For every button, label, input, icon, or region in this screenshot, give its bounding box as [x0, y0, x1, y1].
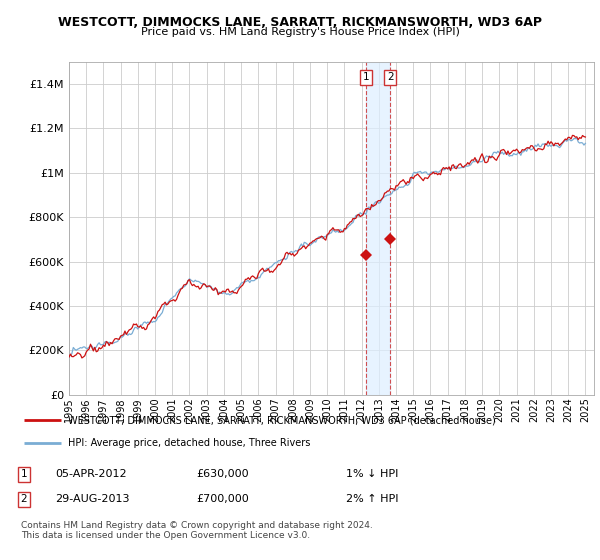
Text: £700,000: £700,000 [196, 494, 249, 504]
Text: WESTCOTT, DIMMOCKS LANE, SARRATT, RICKMANSWORTH, WD3 6AP: WESTCOTT, DIMMOCKS LANE, SARRATT, RICKMA… [58, 16, 542, 29]
Text: 1% ↓ HPI: 1% ↓ HPI [346, 469, 398, 479]
Text: Price paid vs. HM Land Registry's House Price Index (HPI): Price paid vs. HM Land Registry's House … [140, 27, 460, 37]
Text: 1: 1 [20, 469, 27, 479]
Text: HPI: Average price, detached house, Three Rivers: HPI: Average price, detached house, Thre… [68, 438, 311, 448]
Text: Contains HM Land Registry data © Crown copyright and database right 2024.
This d: Contains HM Land Registry data © Crown c… [20, 521, 373, 540]
Text: 1: 1 [363, 72, 370, 82]
Text: 2: 2 [387, 72, 394, 82]
Text: 05-APR-2012: 05-APR-2012 [55, 469, 127, 479]
Text: £630,000: £630,000 [196, 469, 249, 479]
Text: 29-AUG-2013: 29-AUG-2013 [55, 494, 130, 504]
Text: 2% ↑ HPI: 2% ↑ HPI [346, 494, 398, 504]
Text: WESTCOTT, DIMMOCKS LANE, SARRATT, RICKMANSWORTH, WD3 6AP (detached house): WESTCOTT, DIMMOCKS LANE, SARRATT, RICKMA… [68, 416, 496, 425]
Bar [366, 62, 390, 395]
Text: 2: 2 [20, 494, 27, 504]
